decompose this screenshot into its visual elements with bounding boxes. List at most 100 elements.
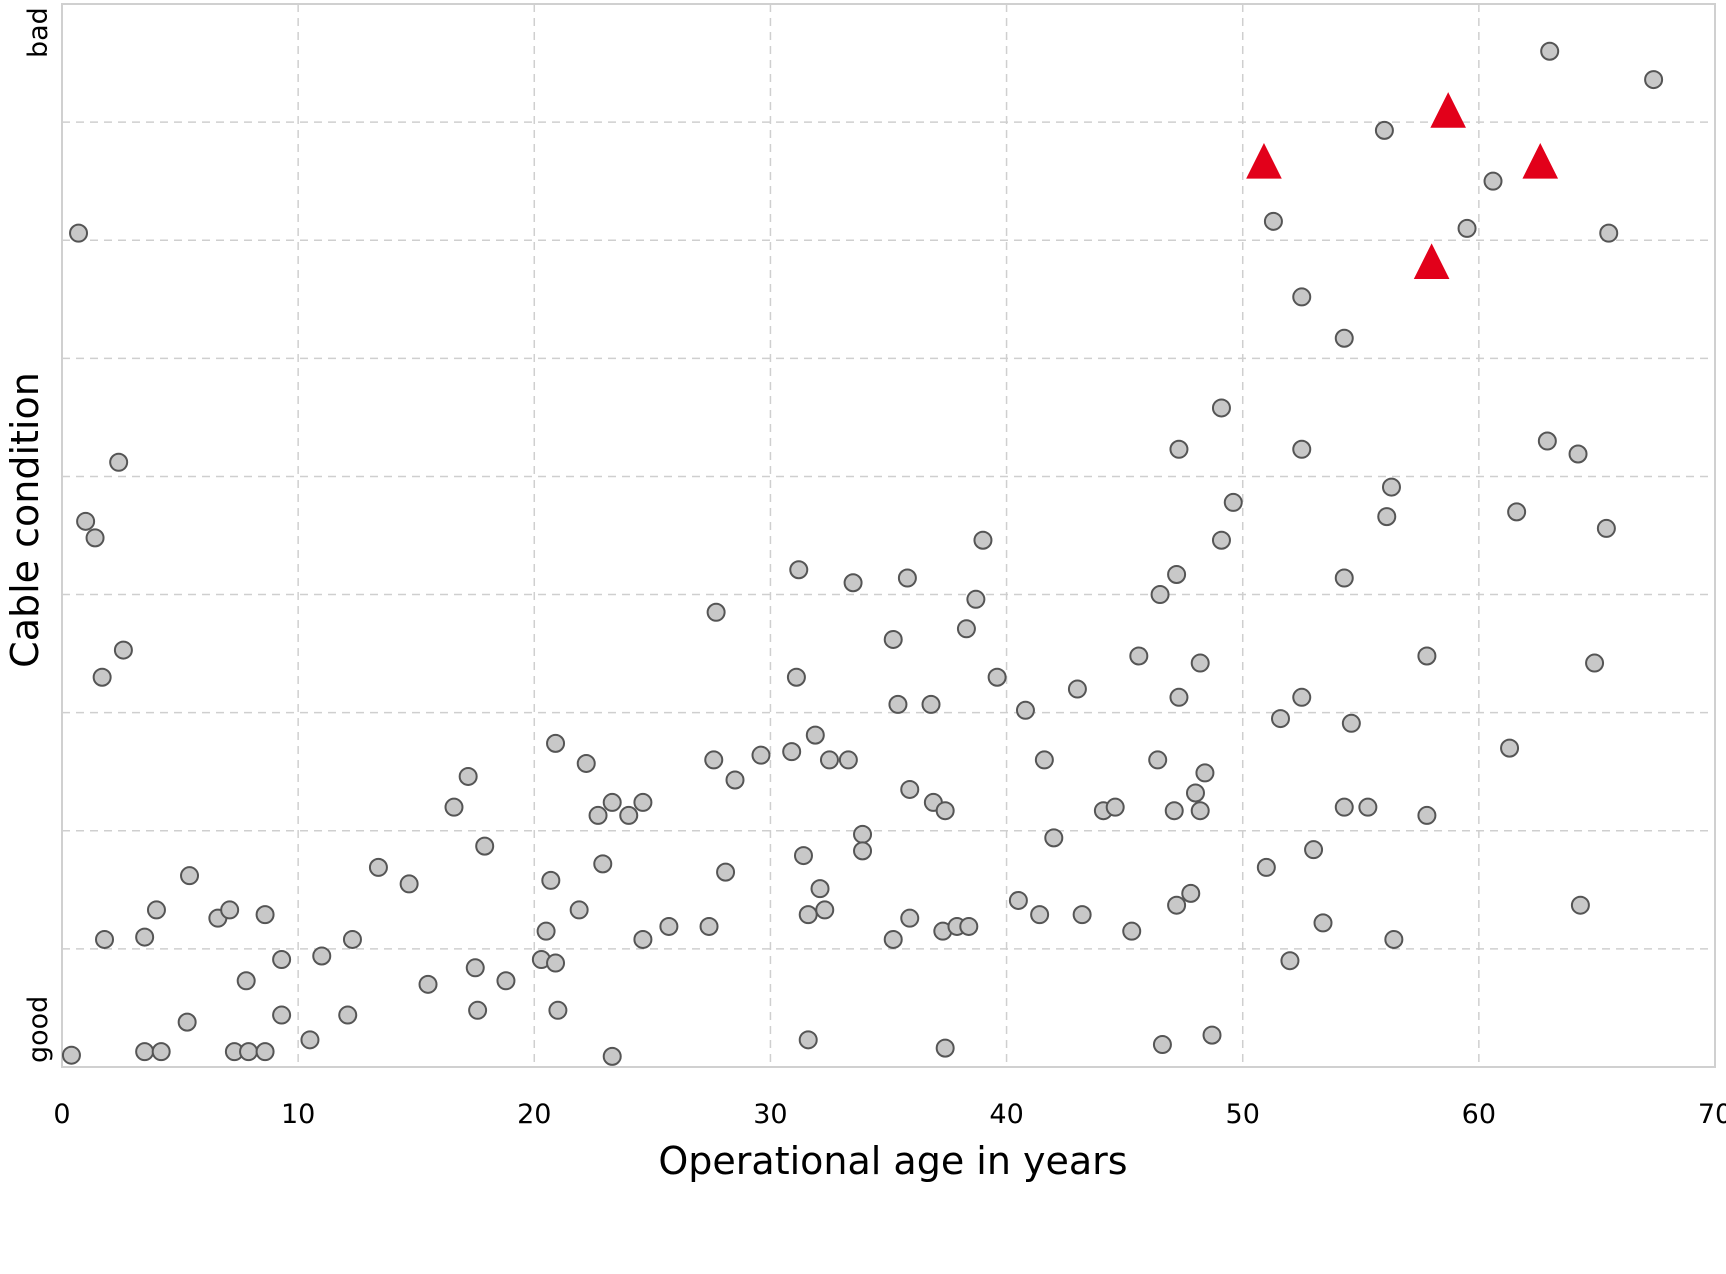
- data-point-circle: [368, 857, 388, 877]
- x-tick-label: 40: [989, 1099, 1023, 1130]
- data-point-circle: [1537, 431, 1557, 451]
- data-point-circle: [1585, 653, 1605, 673]
- data-point-circle: [659, 916, 679, 936]
- data-point-circle: [85, 528, 105, 548]
- data-point-circle: [1169, 439, 1189, 459]
- data-point-circle: [418, 974, 438, 994]
- x-tick-label: 50: [1226, 1099, 1260, 1130]
- data-point-circle: [900, 779, 920, 799]
- data-point-circle: [1015, 700, 1035, 720]
- data-point-circle: [109, 452, 129, 472]
- data-point-circle: [956, 619, 976, 639]
- data-point-circle: [1417, 646, 1437, 666]
- data-point-circle: [1599, 223, 1619, 243]
- data-point-circle: [61, 1045, 81, 1065]
- data-point-circle: [1270, 709, 1290, 729]
- x-tick-label: 20: [517, 1099, 551, 1130]
- data-point-circle: [92, 667, 112, 687]
- data-point-circle: [1280, 951, 1300, 971]
- data-point-circle: [987, 667, 1007, 687]
- data-point-circle: [883, 929, 903, 949]
- data-point-circle: [239, 1042, 259, 1062]
- data-point-circle: [342, 929, 362, 949]
- data-point-circle: [602, 1046, 622, 1066]
- data-point-circle: [1152, 1035, 1172, 1055]
- data-point-circle: [1190, 653, 1210, 673]
- data-point-circle: [255, 1042, 275, 1062]
- data-point-circle: [1483, 171, 1503, 191]
- data-point-circle: [1334, 568, 1354, 588]
- data-point-circle: [798, 1030, 818, 1050]
- data-point-circle: [1044, 828, 1064, 848]
- data-point-circle: [177, 1012, 197, 1032]
- data-point-circle: [1457, 218, 1477, 238]
- data-point-circle: [468, 1000, 488, 1020]
- data-point-circle: [180, 866, 200, 886]
- data-point-circle: [1381, 477, 1401, 497]
- data-point-circle: [593, 854, 613, 874]
- data-point-circle: [536, 921, 556, 941]
- x-axis-ticks: 0 10 20 30 40 50 60 70: [53, 1099, 1726, 1130]
- data-point-circle: [1256, 857, 1276, 877]
- data-point-triangle: [1246, 142, 1282, 179]
- data-point-circle: [1030, 905, 1050, 925]
- data-point-circle: [475, 836, 495, 856]
- data-point-circle: [1384, 929, 1404, 949]
- data-point-circle: [921, 694, 941, 714]
- data-point-circle: [935, 801, 955, 821]
- data-point-circle: [236, 971, 256, 991]
- data-point-circle: [1540, 41, 1560, 61]
- data-point-circle: [1644, 70, 1664, 90]
- data-point-circle: [782, 742, 802, 762]
- data-point-circle: [1169, 687, 1189, 707]
- y-axis-title: Cable condition: [3, 372, 47, 668]
- data-point-circle: [272, 1005, 292, 1025]
- data-point-circle: [272, 950, 292, 970]
- data-point-circle: [1150, 585, 1170, 605]
- data-point-circle: [1377, 507, 1397, 527]
- data-point-circle: [810, 879, 830, 899]
- data-point-circle: [716, 862, 736, 882]
- data-point-circle: [1185, 783, 1205, 803]
- data-point-circle: [1500, 738, 1520, 758]
- data-point-circle: [458, 766, 478, 786]
- data-points: [61, 41, 1664, 1066]
- data-point-circle: [1358, 797, 1378, 817]
- data-point-circle: [843, 573, 863, 593]
- data-point-circle: [338, 1005, 358, 1025]
- data-point-circle: [1507, 502, 1527, 522]
- data-point-circle: [699, 916, 719, 936]
- data-point-circle: [1263, 211, 1283, 231]
- data-point-circle: [1334, 328, 1354, 348]
- data-point-circle: [548, 1000, 568, 1020]
- data-point-triangle: [1430, 92, 1466, 128]
- data-point-circle: [465, 958, 485, 978]
- data-point-circle: [1211, 398, 1231, 418]
- data-point-circle: [312, 946, 332, 966]
- data-point-circle: [1122, 921, 1142, 941]
- data-point-circle: [966, 589, 986, 609]
- data-point-circle: [633, 929, 653, 949]
- x-tick-label: 30: [753, 1099, 787, 1130]
- grid: [62, 4, 1715, 1067]
- x-tick-label: 10: [281, 1099, 315, 1130]
- data-point-circle: [853, 824, 873, 844]
- data-point-circle: [1334, 797, 1354, 817]
- data-point-triangle: [1522, 142, 1559, 179]
- data-point-circle: [704, 750, 724, 770]
- data-point-circle: [853, 841, 873, 861]
- data-point-circle: [1148, 750, 1168, 770]
- data-point-circle: [900, 908, 920, 928]
- data-point-circle: [793, 846, 813, 866]
- data-point-circle: [805, 725, 825, 745]
- y-axis-high-label: bad: [23, 7, 54, 58]
- data-point-triangle: [1413, 243, 1450, 279]
- data-point-circle: [1202, 1025, 1222, 1045]
- data-point-circle: [815, 900, 835, 920]
- data-point-circle: [883, 629, 903, 649]
- data-point-circle: [1072, 905, 1092, 925]
- data-point-circle: [399, 874, 419, 894]
- data-point-circle: [1292, 687, 1312, 707]
- x-tick-label: 60: [1462, 1099, 1496, 1130]
- data-point-circle: [588, 805, 608, 825]
